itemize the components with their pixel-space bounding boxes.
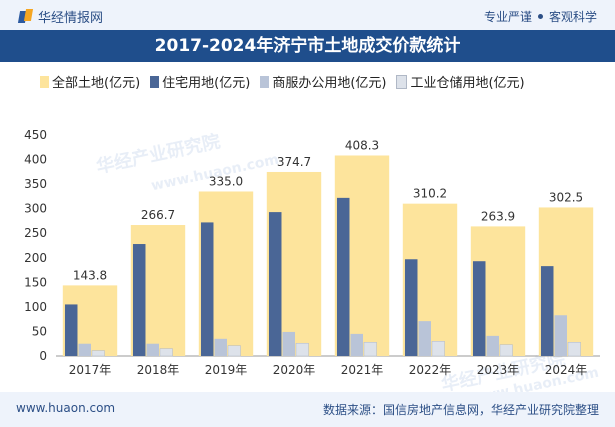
legend-item-industrial: 工业仓储用地(亿元) — [396, 72, 525, 91]
bar-chart: 0 50 100 150 200 250 300 350 400 450 143.8 2017年 266… — [24, 128, 600, 377]
legend-item-total: 全部土地(亿元) — [40, 72, 140, 91]
bar-industrial — [363, 341, 377, 357]
data-source: 数据来源：国信房地产信息网，华经产业研究院整理 — [322, 403, 599, 417]
y-tick-label: 50 — [32, 324, 47, 338]
legend-label-residential: 住宅用地(亿元) — [162, 76, 251, 91]
legend-swatch-residential — [150, 75, 160, 88]
legend-label-commercial: 商服办公用地(亿元) — [272, 76, 387, 91]
website-link[interactable]: www.huaon.com — [16, 401, 116, 415]
legend-label-total: 全部土地(亿元) — [52, 76, 141, 91]
data-label-total: 408.3 — [345, 138, 379, 152]
bar-residential — [268, 212, 282, 356]
bar-industrial — [431, 341, 445, 357]
x-tick-label: 2023年 — [477, 363, 520, 377]
legend-swatch-total — [40, 75, 49, 88]
legend-item-residential: 住宅用地(亿元) — [150, 72, 250, 91]
bar-commercial — [214, 338, 227, 356]
chart-title: 2017-2024年济宁市土地成交价款统计 — [0, 30, 615, 62]
data-label-total: 310.2 — [413, 187, 447, 201]
bar-commercial — [78, 343, 91, 356]
bar-commercial — [418, 321, 431, 356]
bar-residential — [200, 222, 214, 356]
y-tick-label: 100 — [24, 300, 47, 314]
x-tick-label: 2021年 — [341, 363, 384, 377]
bar-industrial — [295, 342, 309, 357]
brand[interactable]: 华经情报网 — [18, 7, 103, 26]
data-label-total: 143.8 — [73, 268, 107, 282]
y-tick-label: 200 — [24, 251, 47, 265]
legend: 全部土地(亿元) 住宅用地(亿元) 商服办公用地(亿元) 工业仓储用地(亿元) — [40, 72, 600, 91]
y-tick-label: 150 — [24, 275, 47, 289]
x-tick-label: 2018年 — [137, 363, 180, 377]
y-tick-label: 300 — [24, 202, 47, 216]
x-tick-label: 2024年 — [545, 363, 588, 377]
bar-commercial — [350, 333, 363, 356]
data-label-total: 335.0 — [209, 174, 243, 188]
top-bar — [0, 0, 615, 30]
bar-residential — [540, 266, 554, 356]
x-tick-label: 2017年 — [69, 363, 112, 377]
legend-swatch-industrial — [396, 74, 408, 89]
tagline: 专业严谨 客观科学 — [484, 8, 597, 25]
bar-industrial — [567, 341, 581, 357]
y-tick-label: 450 — [24, 128, 47, 142]
brand-name: 华经情报网 — [38, 11, 104, 26]
data-label-total: 266.7 — [141, 208, 175, 222]
x-tick-label: 2022年 — [409, 363, 452, 377]
bar-commercial — [282, 331, 295, 356]
bullet-dot-icon — [537, 14, 543, 19]
bar-residential — [404, 259, 418, 356]
data-label-total: 374.7 — [277, 155, 311, 169]
tagline-right: 客观科学 — [548, 10, 597, 24]
x-tick-label: 2019年 — [205, 363, 248, 377]
bar-residential — [132, 244, 146, 356]
legend-swatch-commercial — [260, 75, 270, 88]
x-tick-label: 2020年 — [273, 363, 316, 377]
data-label-total: 263.9 — [481, 209, 515, 223]
tagline-left: 专业严谨 — [483, 10, 532, 24]
bar-commercial — [146, 343, 159, 356]
data-label-total: 302.5 — [549, 190, 583, 204]
bar-industrial — [159, 348, 173, 357]
y-tick-label: 250 — [24, 226, 47, 240]
bar-commercial — [554, 315, 567, 356]
bottom-bar — [0, 392, 615, 427]
bar-industrial — [499, 344, 513, 357]
legend-item-commercial: 商服办公用地(亿元) — [260, 72, 386, 91]
bar-commercial — [486, 335, 499, 356]
bar-residential — [64, 304, 78, 356]
legend-label-industrial: 工业仓储用地(亿元) — [410, 76, 525, 91]
bar-industrial — [91, 350, 105, 357]
bar-residential — [336, 197, 350, 356]
y-tick-label: 350 — [24, 177, 47, 191]
bar-industrial — [227, 345, 241, 357]
bar-residential — [472, 261, 486, 356]
y-tick-label: 400 — [24, 153, 47, 167]
y-tick-label: 0 — [39, 349, 47, 363]
